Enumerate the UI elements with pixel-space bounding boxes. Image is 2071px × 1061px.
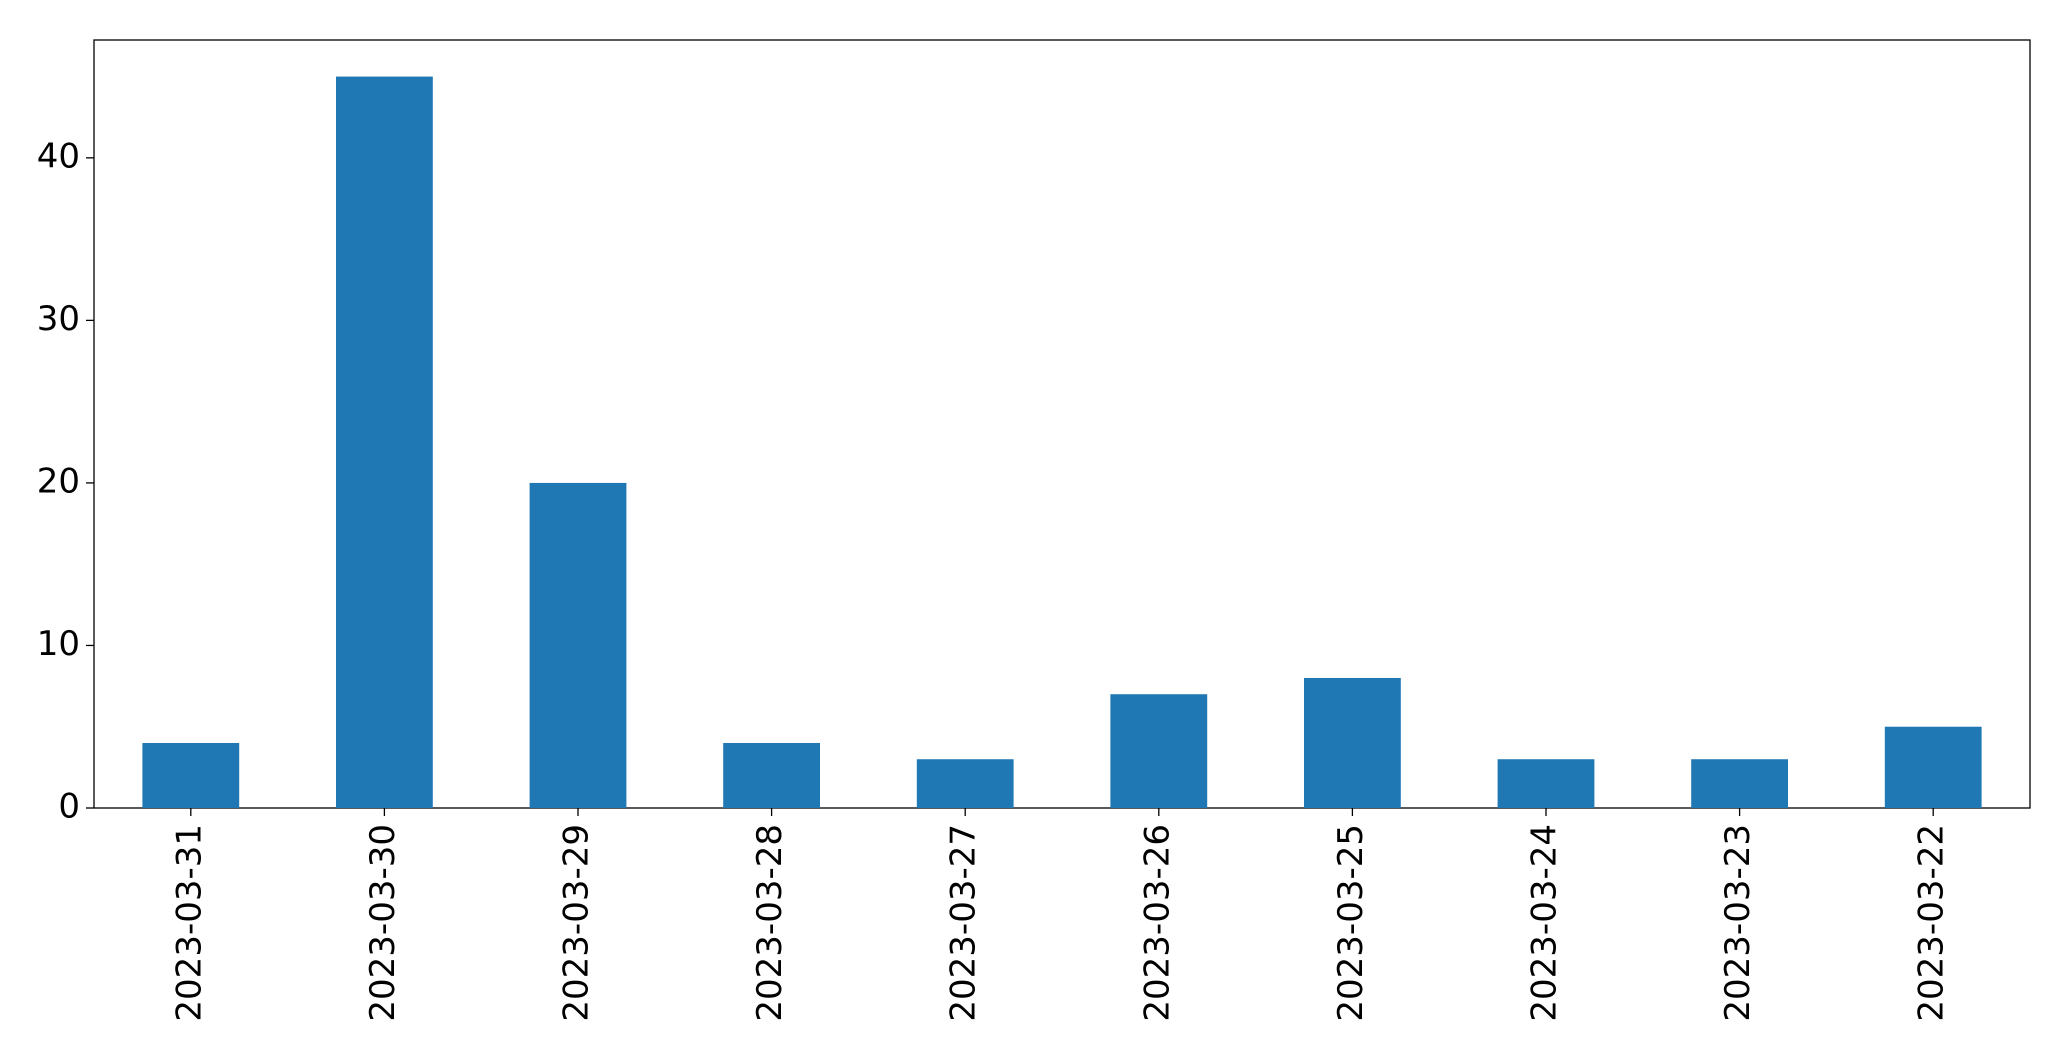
bar — [1884, 726, 1982, 808]
x-tick-label: 2023-03-26 — [1137, 824, 1177, 1022]
bar — [1691, 759, 1788, 808]
y-tick-label: 30 — [37, 299, 80, 339]
y-tick-label: 40 — [37, 136, 80, 176]
bar — [1497, 759, 1595, 808]
y-tick-label: 10 — [37, 624, 80, 664]
x-tick-label: 2023-03-29 — [557, 824, 597, 1022]
plot-frame — [93, 39, 2031, 809]
bar — [916, 759, 1014, 808]
bar — [1110, 694, 1208, 808]
x-tick-label: 2023-03-27 — [944, 824, 984, 1022]
x-tick-label: 2023-03-25 — [1331, 824, 1371, 1022]
x-tick-label: 2023-03-24 — [1525, 824, 1565, 1022]
x-tick-label: 2023-03-22 — [1912, 824, 1952, 1022]
bar — [1304, 677, 1401, 808]
bar — [336, 76, 433, 809]
bar — [142, 742, 240, 808]
x-tick-label: 2023-03-23 — [1718, 824, 1758, 1022]
y-tick-label: 20 — [37, 461, 80, 501]
x-tick-label: 2023-03-31 — [169, 824, 209, 1022]
x-tick-label: 2023-03-30 — [363, 824, 403, 1022]
y-tick-label: 0 — [58, 787, 80, 827]
bar — [723, 742, 820, 808]
bar — [529, 482, 627, 808]
x-tick-label: 2023-03-28 — [750, 824, 790, 1022]
